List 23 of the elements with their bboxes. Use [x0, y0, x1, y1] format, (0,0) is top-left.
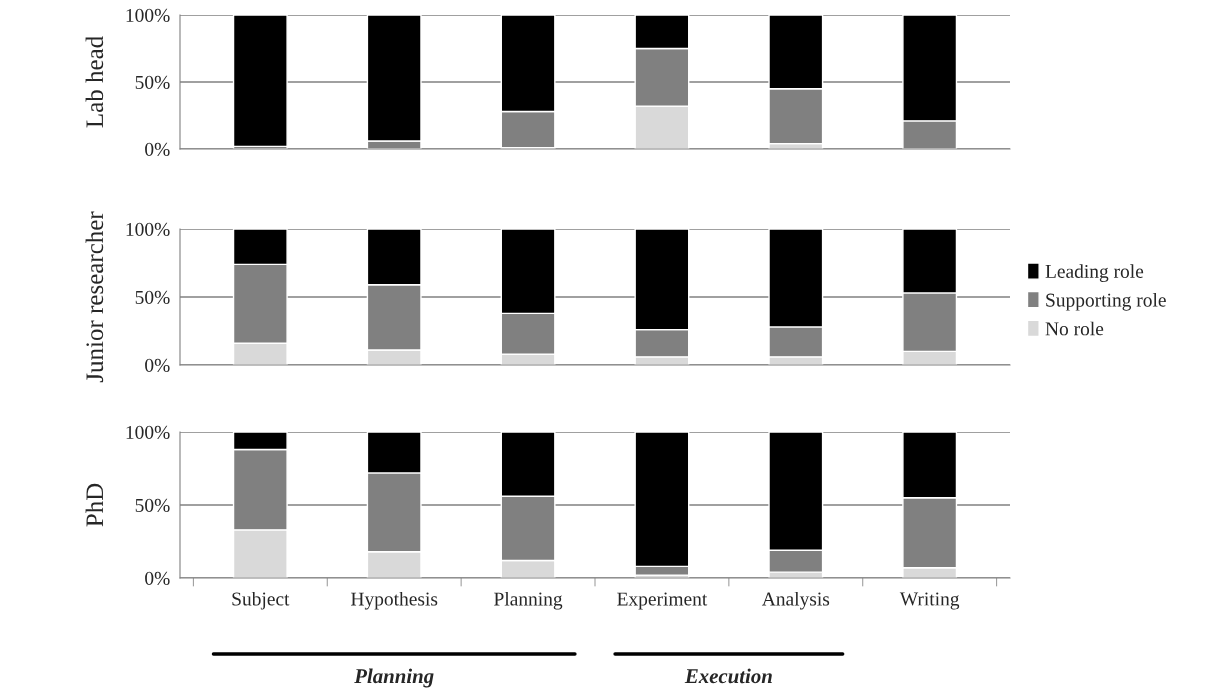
x-tick-label: Subject	[232, 591, 290, 610]
text: Execution	[684, 668, 772, 684]
x-tick-label: Planning	[494, 591, 563, 610]
x-tick-label: Writing	[899, 592, 960, 610]
y-tick-label: 100%	[126, 425, 170, 439]
y-axis-title: PhD	[85, 483, 103, 527]
y-tick-label: 50%	[135, 290, 170, 304]
y-axis-title: Lab head	[85, 36, 104, 128]
y-tick-label: 0%	[145, 571, 170, 585]
y-tick-label: 50%	[135, 498, 170, 512]
legend-label: No role	[1045, 321, 1104, 336]
y-tick-label: 100%	[126, 222, 170, 236]
text: Planning	[354, 668, 434, 688]
y-tick-label: 50%	[135, 75, 170, 89]
y-tick-label: 0%	[145, 142, 170, 156]
x-tick-label: Analysis	[761, 591, 830, 610]
legend-label: Leading role	[1045, 264, 1144, 282]
y-axis-title: Junior researcher	[85, 211, 104, 383]
y-tick-label: 0%	[145, 358, 170, 372]
y-tick-label: 100%	[126, 8, 170, 22]
legend-label: Supporting role	[1046, 292, 1166, 311]
x-tick-label: Experiment	[617, 592, 708, 610]
x-tick-label: Hypothesis	[351, 591, 438, 610]
